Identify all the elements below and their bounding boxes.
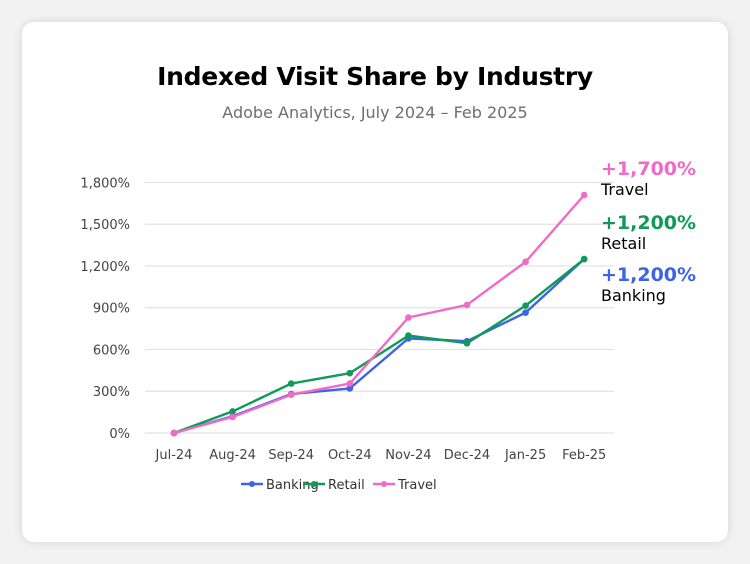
annotation-value: +1,700% (601, 158, 697, 180)
series-line-banking (173, 258, 586, 435)
y-tick-label: 1,800% (80, 176, 130, 191)
data-point (287, 380, 295, 387)
x-tick-label: Oct-24 (328, 448, 372, 463)
y-tick-label: 1,200% (80, 260, 130, 275)
y-tick-label: 300% (93, 385, 130, 400)
annotation-value: +1,200% (601, 264, 697, 286)
data-point (405, 314, 412, 321)
data-point (346, 369, 354, 377)
x-tick-label: Aug-24 (209, 448, 256, 463)
legend-marker-icon (249, 481, 255, 487)
series-line-travel (173, 194, 586, 435)
data-point (522, 309, 529, 316)
series-line-retail (173, 258, 585, 435)
data-point (522, 258, 529, 266)
y-tick-label: 900% (93, 302, 130, 317)
data-point (287, 391, 295, 399)
annotation-retail: +1,200% Retail (601, 212, 696, 254)
annotation-label: Banking (601, 286, 666, 305)
chart-title: Indexed Visit Share by Industry (157, 62, 593, 91)
chart-subtitle: Adobe Analytics, July 2024 – Feb 2025 (222, 103, 528, 122)
annotation-banking: +1,200% Banking (601, 264, 696, 306)
chart-card (22, 22, 728, 542)
legend-label: Travel (397, 478, 437, 493)
annotation-label: Retail (601, 234, 647, 253)
data-point (405, 332, 412, 339)
data-point (229, 408, 236, 415)
annotation-travel: +1,700% Travel (601, 158, 696, 200)
legend-label: Retail (328, 478, 365, 493)
data-point (463, 339, 471, 347)
x-tick-label: Jan-25 (504, 448, 546, 463)
y-tick-label: 600% (93, 343, 130, 358)
x-tick-label: Feb-25 (562, 448, 606, 463)
annotation-value: +1,200% (601, 212, 697, 234)
x-tick-label: Nov-24 (385, 448, 431, 463)
data-point (463, 301, 471, 309)
data-point (229, 413, 236, 421)
annotation-label: Travel (601, 180, 649, 199)
data-point (170, 429, 178, 437)
data-point (580, 191, 588, 199)
legend-marker-icon (311, 481, 317, 487)
x-tick-label: Dec-24 (444, 448, 490, 463)
x-tick-label: Sep-24 (268, 448, 314, 463)
data-point (346, 380, 354, 387)
y-tick-label: 1,500% (80, 218, 130, 233)
data-point (522, 302, 529, 309)
y-tick-label: 0% (109, 427, 130, 442)
data-point (580, 255, 588, 263)
legend-label: Banking (266, 478, 319, 493)
legend-marker-icon (381, 481, 387, 487)
data-point (346, 385, 354, 392)
x-tick-label: Jul-24 (155, 448, 193, 463)
